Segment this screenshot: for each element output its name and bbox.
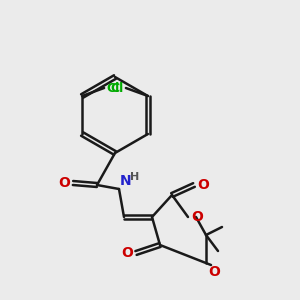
Text: Cl: Cl	[106, 82, 119, 94]
Text: O: O	[191, 210, 203, 224]
Text: O: O	[121, 246, 133, 260]
Text: Cl: Cl	[111, 82, 124, 94]
Text: N: N	[120, 174, 132, 188]
Text: O: O	[208, 265, 220, 279]
Text: O: O	[197, 178, 209, 192]
Text: H: H	[130, 172, 139, 182]
Text: O: O	[58, 176, 70, 190]
